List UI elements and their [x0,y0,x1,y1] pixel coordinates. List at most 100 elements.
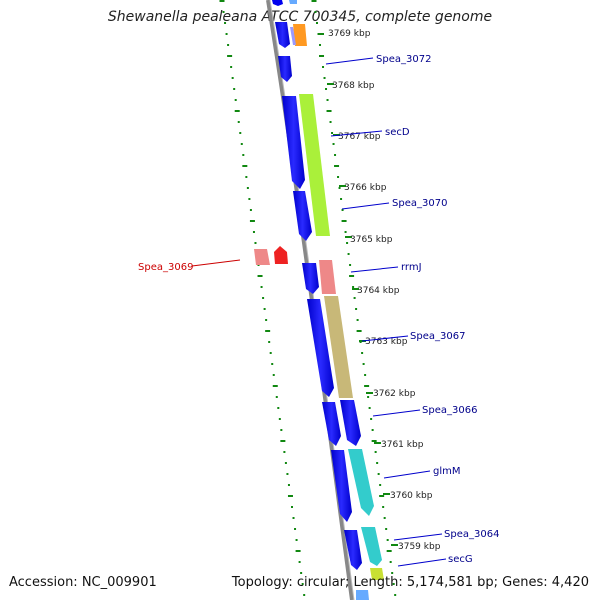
outer-skew-dot [290,506,293,508]
cds-3066-blue-a[interactable] [322,402,341,446]
outer-skew-dot [230,66,233,68]
outer-skew-dot [292,517,295,519]
cds-top-1[interactable] [272,0,283,6]
cds-3065-blue[interactable] [331,450,352,522]
outer-skew-dot [240,143,243,145]
outer-skew-dot [239,132,242,134]
inner-skew-dot [323,77,326,79]
gene-label-rrmJ[interactable]: rrmJ [401,262,422,273]
inner-skew-dot [394,594,397,596]
tick-3759: 3759 kbp [398,542,441,552]
outer-skew-dot [303,594,306,596]
outer-skew-dot [287,484,290,486]
inner-skew-dot [334,165,340,167]
tick-3767: 3767 kbp [338,132,381,142]
cds-3073[interactable] [275,22,290,48]
cds-spea-3069[interactable] [274,246,288,264]
outer-skew-dot [272,374,275,376]
inner-skew-dot [319,55,325,57]
inner-skew-dot [361,352,364,354]
cds-top-2[interactable] [289,0,297,4]
cds-spea-3072[interactable] [278,56,292,82]
gene-label-secD[interactable]: secD [385,127,410,138]
inner-skew-dot [349,275,355,277]
inner-skew-dot [364,374,367,376]
tick-3762: 3762 kbp [373,389,416,399]
outer-skew-dot [234,110,240,112]
inner-skew-dot [349,264,352,266]
outer-skew-dot [245,176,248,178]
gene-label-spea-3070[interactable]: Spea_3070 [392,198,447,209]
inner-skew-dot [331,132,334,134]
inner-skew-dot [376,462,379,464]
outer-skew-dot [246,187,249,189]
inner-skew-dot [374,451,377,453]
inner-skew-dot [340,198,343,200]
cds-glmM[interactable] [348,449,374,516]
inner-skew-dot [385,528,388,530]
inner-skew-dot [367,396,370,398]
outer-skew-dot [295,550,301,552]
outer-skew-dot [224,22,227,24]
inner-skew-dot [371,440,377,442]
cds-spea-3067[interactable] [324,296,353,398]
cds-3064-blue[interactable] [344,530,362,570]
inner-skew-dot [355,308,358,310]
cds-3068-blue[interactable] [302,263,319,294]
inner-skew-dot [364,385,370,387]
map-title: Shewanella pealeana ATCC 700345, complet… [107,9,493,25]
cds-rrmJ[interactable] [319,260,336,294]
inner-skew-dot [334,154,337,156]
inner-skew-track [311,0,397,596]
gene-label-spea-3066[interactable]: Spea_3066 [422,405,477,416]
outer-skew-dot [295,539,298,541]
cds-blue-small[interactable] [290,27,296,45]
gene-label-spea-3069[interactable]: Spea_3069 [138,262,193,273]
outer-skew-dot [275,396,278,398]
inner-skew-dot [379,484,382,486]
cds-spea-3066[interactable] [340,400,361,446]
cds-secG[interactable] [370,568,384,580]
gene-label-secG[interactable]: secG [448,554,473,565]
outer-skew-dot [237,121,240,123]
cds-spea-3064[interactable] [361,527,382,566]
cds-bottom-blue[interactable] [356,590,369,600]
outer-skew-dot [286,473,289,475]
cds-orange[interactable] [293,24,307,46]
gene-label-spea-3072[interactable]: Spea_3072 [376,54,431,65]
gene-label-spea-3064[interactable]: Spea_3064 [444,529,499,540]
inner-skew-dot [329,121,332,123]
cds-spea-3069-left[interactable] [254,249,270,265]
outer-skew-dot [262,297,265,299]
outer-skew-dot [227,55,233,57]
outer-skew-dot [269,352,272,354]
outer-skew-dot [280,429,283,431]
gene-label-spea-3067[interactable]: Spea_3067 [410,331,465,342]
inner-skew-dot [382,506,385,508]
outer-skew-dot [265,319,268,321]
outer-skew-track [219,0,306,596]
inner-skew-dot [311,0,317,2]
tick-3766: 3766 kbp [344,183,387,193]
inner-skew-dot [344,231,347,233]
inner-skew-dot [319,44,322,46]
cds-3067-blue[interactable] [307,299,334,397]
topology-text: Topology: circular; Length: 5,174,581 bp… [231,575,589,590]
cds-secD-blue[interactable] [282,96,305,189]
inner-skew-dot [392,583,395,585]
outer-skew-dot [242,154,245,156]
inner-skew-dot [391,572,394,574]
inner-skew-dot [371,429,374,431]
inner-skew-dot [389,561,392,563]
cds-spea-3070[interactable] [293,191,312,241]
tick-3763: 3763 kbp [365,337,408,347]
outer-skew-dot [277,407,280,409]
outer-skew-dot [234,99,237,101]
inner-skew-dot [326,99,329,101]
outer-skew-dot [248,198,251,200]
inner-skew-dot [356,330,362,332]
cds-secD[interactable] [299,94,330,236]
tick-3761: 3761 kbp [381,440,424,450]
gene-label-glmM[interactable]: glmM [433,466,461,477]
